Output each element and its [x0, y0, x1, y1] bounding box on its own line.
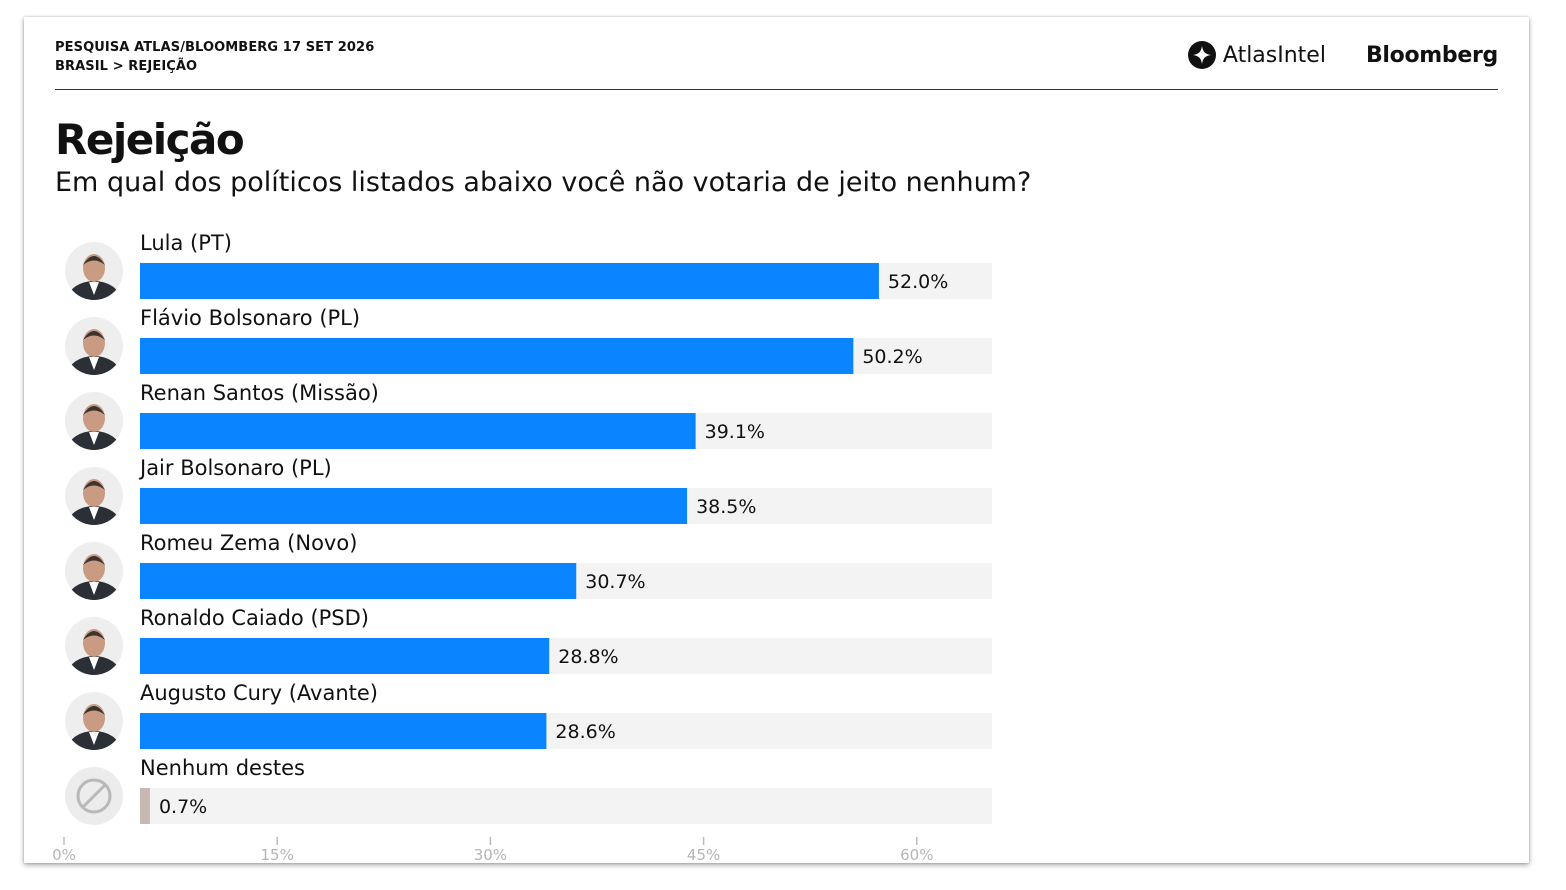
- avatar: [65, 242, 123, 300]
- category-label: Jair Bolsonaro (PL): [138, 456, 332, 480]
- avatar: [65, 467, 123, 525]
- value-label: 50.2%: [862, 346, 922, 368]
- category-label: Augusto Cury (Avante): [140, 681, 378, 705]
- avatar: [65, 617, 123, 675]
- value-label: 28.8%: [558, 646, 618, 668]
- bar-chart: Lula (PT) 52.0% Flávio Bolsonaro (PL) 50.2%…: [52, 231, 992, 863]
- axis-tick-label: 60%: [900, 846, 933, 863]
- bar: [140, 563, 577, 599]
- avatar: [65, 392, 123, 450]
- bar: [140, 638, 550, 674]
- category-label: Nenhum destes: [140, 756, 305, 780]
- logos: AtlasIntel Bloomberg: [1187, 39, 1498, 71]
- breadcrumb: BRASIL > REJEIÇÃO: [55, 59, 198, 74]
- atlasintel-logo-text: AtlasIntel: [1222, 42, 1326, 68]
- bar: [140, 788, 150, 824]
- bar: [140, 713, 547, 749]
- atlasintel-logo: AtlasIntel: [1187, 40, 1326, 70]
- bloomberg-logo: Bloomberg: [1365, 42, 1498, 68]
- bar: [140, 488, 688, 524]
- bar: [140, 263, 879, 299]
- axis-tick-label: 15%: [261, 846, 294, 863]
- value-label: 30.7%: [585, 571, 645, 593]
- category-label: Flávio Bolsonaro (PL): [140, 306, 360, 330]
- no-entry-icon: [65, 767, 123, 825]
- survey-label: PESQUISA ATLAS/BLOOMBERG 17 SET 2026: [55, 40, 375, 55]
- chart-title: Rejeição: [55, 115, 245, 164]
- chart-subtitle: Em qual dos políticos listados abaixo vo…: [55, 167, 1032, 198]
- header-meta: PESQUISA ATLAS/BLOOMBERG 17 SET 2026 BRA…: [55, 38, 374, 76]
- category-label: Romeu Zema (Novo): [140, 531, 357, 555]
- value-label: 0.7%: [159, 796, 207, 818]
- bar: [140, 338, 854, 374]
- value-label: 28.6%: [555, 721, 615, 743]
- atlasintel-logo-icon: [1187, 41, 1216, 69]
- avatar: [65, 542, 123, 600]
- category-label: Renan Santos (Missão): [140, 381, 379, 405]
- category-label: Lula (PT): [140, 231, 232, 255]
- avatar: [65, 692, 123, 750]
- bar-track: [140, 788, 992, 824]
- chart-card: PESQUISA ATLAS/BLOOMBERG 17 SET 2026 BRA…: [24, 17, 1529, 863]
- axis-tick-label: 0%: [52, 846, 76, 863]
- header-divider: [55, 89, 1498, 90]
- value-label: 52.0%: [888, 271, 948, 293]
- bar: [140, 413, 696, 449]
- category-label: Ronaldo Caiado (PSD): [140, 606, 369, 630]
- value-label: 39.1%: [705, 421, 765, 443]
- avatar: [65, 317, 123, 375]
- axis-tick-label: 30%: [474, 846, 507, 863]
- value-label: 38.5%: [696, 496, 756, 518]
- axis-tick-label: 45%: [687, 846, 720, 863]
